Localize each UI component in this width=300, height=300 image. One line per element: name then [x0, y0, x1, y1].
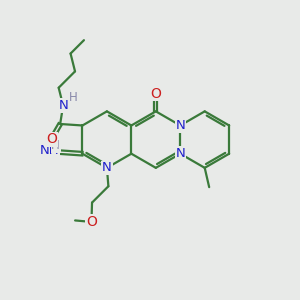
Text: O: O: [150, 86, 161, 100]
Text: N: N: [176, 147, 185, 160]
Text: N: N: [102, 161, 112, 174]
Text: N: N: [58, 99, 68, 112]
Text: O: O: [86, 215, 97, 229]
Text: N: N: [176, 119, 185, 132]
Text: H: H: [51, 139, 60, 152]
Text: NH: NH: [40, 144, 60, 157]
Text: O: O: [46, 132, 57, 146]
Text: H: H: [69, 91, 78, 104]
